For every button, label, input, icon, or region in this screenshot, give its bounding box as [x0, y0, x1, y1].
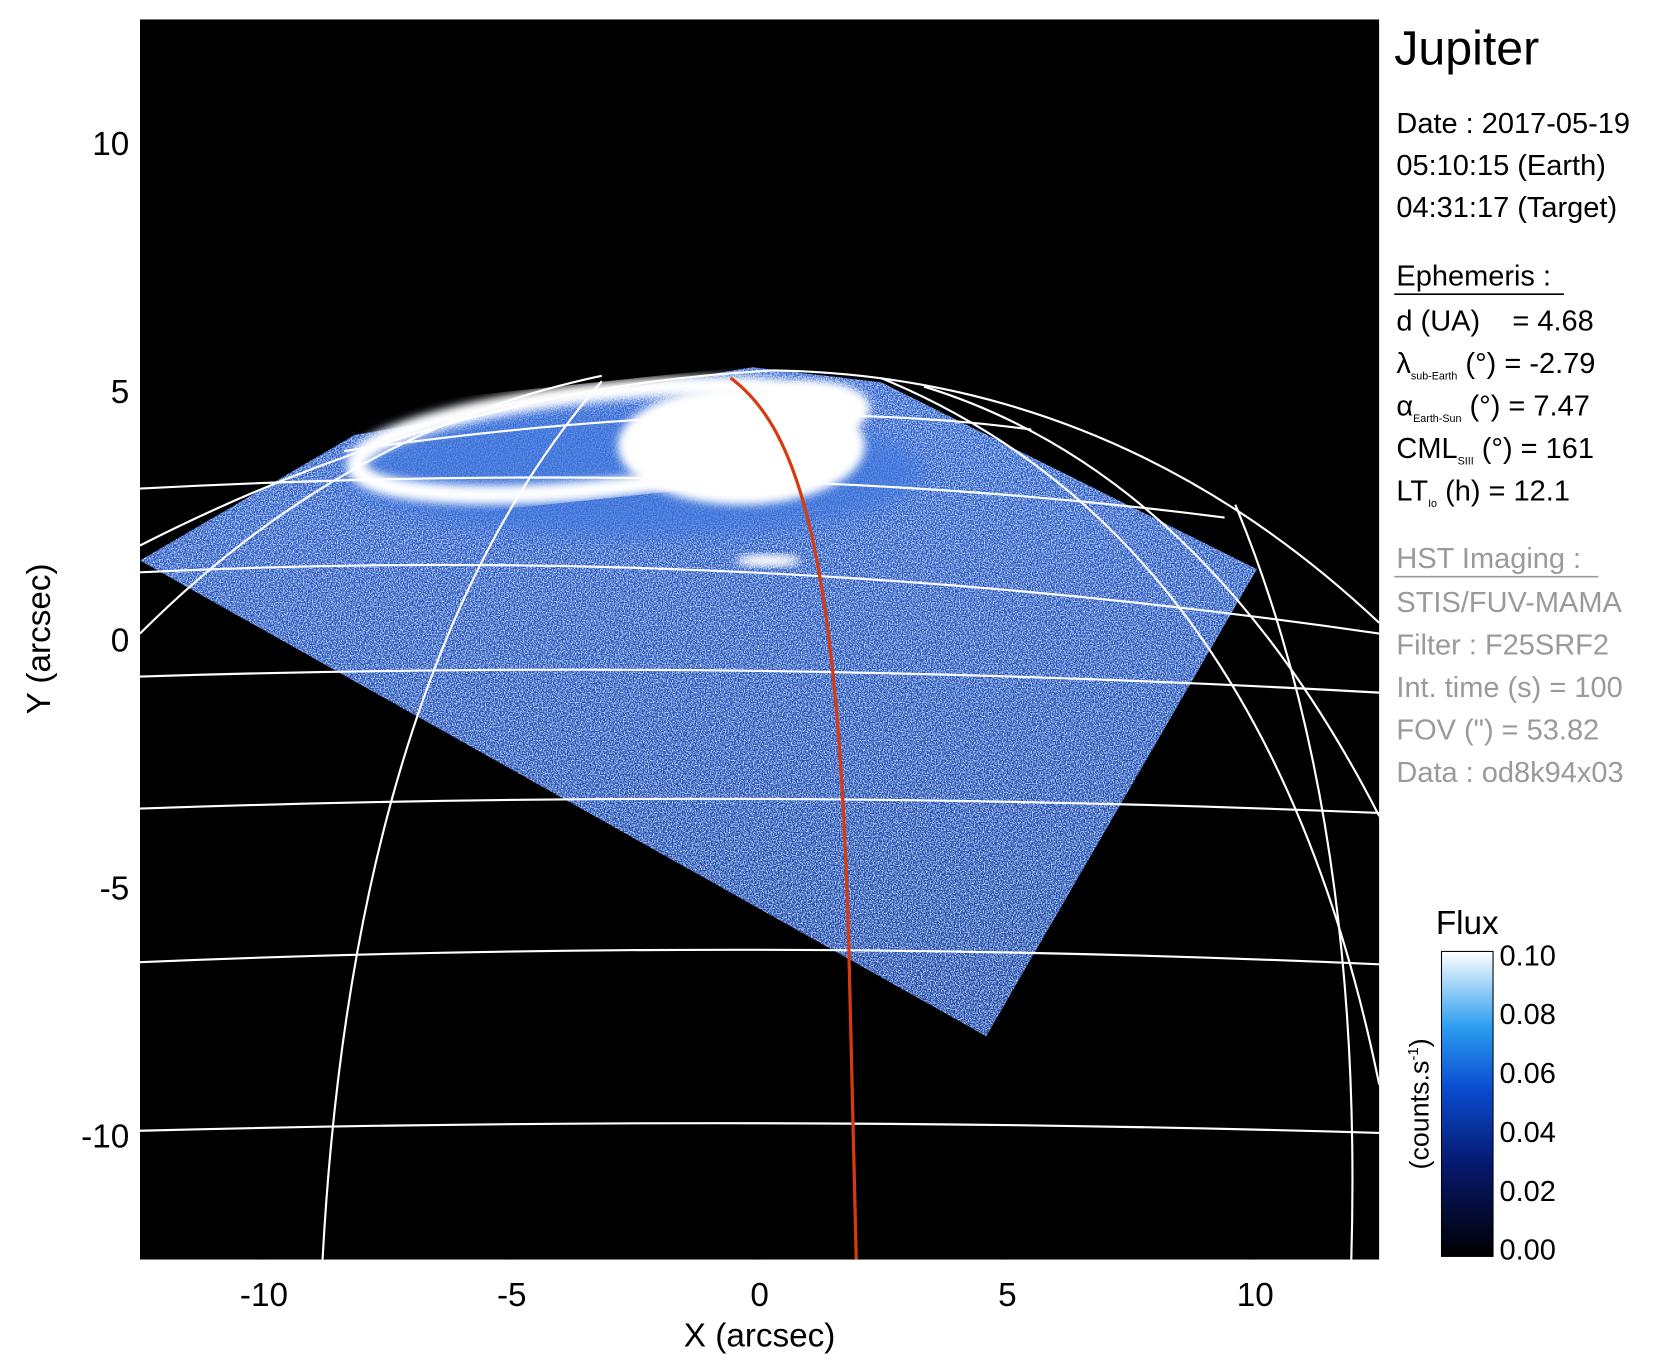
ephemeris-subscript: Io — [1428, 498, 1437, 510]
ephemeris-symbol: α — [1396, 391, 1413, 423]
info-panel: Date : 2017-05-19 05:10:15 (Earth) 04:31:1… — [1394, 108, 1630, 789]
x-tick-label: -5 — [497, 1277, 527, 1314]
planet-grid — [140, 369, 1380, 1260]
longitude — [880, 376, 1380, 1085]
ephemeris-symbol: CML — [1396, 433, 1457, 465]
axes: -10 -5 0 5 10 -10 -5 0 5 10 0.00 0.02 0.04 0.06 0.08 0.… — [81, 126, 1556, 1314]
latitude — [140, 476, 1225, 519]
x-axis-label: X (arcsec) — [684, 1318, 836, 1355]
ephemeris-subscript: Earth-Sun — [1413, 413, 1461, 425]
x-tick-label: 5 — [998, 1277, 1017, 1314]
imaging-line: STIS/FUV-MAMA — [1396, 587, 1622, 619]
limb — [140, 369, 1380, 624]
imaging-line: Int. time (s) = 100 — [1396, 672, 1622, 704]
observation-line: 04:31:17 (Target) — [1396, 192, 1617, 224]
latitude — [140, 1122, 1380, 1134]
y-tick-label: 0 — [111, 622, 130, 659]
ephemeris-value: (h) = 12.1 — [1437, 475, 1570, 507]
colorbar-label-close: ) — [1405, 1038, 1435, 1047]
colorbar-label: (counts.s-1) — [1405, 1038, 1435, 1169]
y-tick-label: 5 — [111, 374, 130, 411]
ephemeris-value: (°) = 7.47 — [1461, 391, 1589, 423]
longitude — [321, 380, 603, 1260]
ephemeris-symbol: LT — [1396, 475, 1428, 507]
ephemeris-line: αEarth-Sun (°) = 7.47 — [1396, 391, 1589, 425]
image — [140, 19, 1380, 1260]
colorbar-tick-label: 0.06 — [1499, 1058, 1555, 1090]
imaging-line: FOV (") = 53.82 — [1396, 714, 1599, 746]
colorbar-tick-label: 0.10 — [1499, 940, 1555, 972]
colorbar-tick-label: 0.04 — [1499, 1117, 1555, 1149]
imaging-line: Filter : F25SRF2 — [1396, 630, 1609, 662]
ephemeris-value: (°) = 161 — [1474, 433, 1594, 465]
colorbar-label-text: (counts.s — [1405, 1061, 1435, 1170]
x-tick-label: -10 — [240, 1277, 288, 1314]
ephemeris-value: (°) = -2.79 — [1457, 348, 1595, 380]
latitude — [140, 668, 1380, 694]
colorbar — [1440, 950, 1494, 1257]
observation-line: Date : 2017-05-19 — [1396, 108, 1630, 140]
imaging-line: Data : od8k94x03 — [1396, 757, 1623, 789]
ephemeris-line: CMLSIII (°) = 161 — [1396, 433, 1594, 467]
y-axis-label: Y (arcsec) — [21, 563, 58, 714]
y-tick-label: -10 — [81, 1118, 129, 1155]
longitude — [923, 385, 1380, 817]
colorbar-tick-label: 0.08 — [1499, 999, 1555, 1031]
latitude — [140, 563, 1380, 635]
x-tick-label: 10 — [1237, 1277, 1274, 1314]
latitude — [140, 797, 1380, 814]
colorbar-tick-label: 0.00 — [1499, 1235, 1555, 1267]
ephemeris-symbol: λ — [1396, 348, 1411, 380]
ephemeris-subscript: SIII — [1458, 455, 1474, 467]
ephemeris-subscript: sub-Earth — [1411, 371, 1458, 383]
ephemeris-line: LTIo (h) = 12.1 — [1396, 475, 1570, 509]
ephemeris-line: λsub-Earth (°) = -2.79 — [1396, 348, 1595, 382]
y-tick-label: 10 — [92, 126, 129, 163]
latitude — [343, 413, 1032, 453]
colorbar-tick-label: 0.02 — [1499, 1176, 1555, 1208]
longitude — [1234, 504, 1354, 1260]
noise — [140, 367, 1257, 1037]
y-tick-label: -5 — [100, 870, 130, 907]
auroral-spot — [735, 554, 801, 567]
meridian — [729, 376, 858, 1260]
ephemeris-line: d (UA) = 4.68 — [1396, 306, 1593, 338]
imaging-heading: HST Imaging : — [1396, 543, 1581, 575]
title: Jupiter — [1394, 21, 1539, 75]
colorbar-title: Flux — [1436, 905, 1499, 942]
x-tick-label: 0 — [750, 1277, 769, 1314]
auroral-spot — [762, 381, 871, 435]
colorbar-label-sup: -1 — [1405, 1047, 1422, 1060]
longitude — [140, 374, 602, 635]
ephemeris-heading: Ephemeris : — [1396, 261, 1551, 293]
latitude — [140, 948, 1380, 966]
observation-line: 05:10:15 (Earth) — [1396, 150, 1605, 182]
